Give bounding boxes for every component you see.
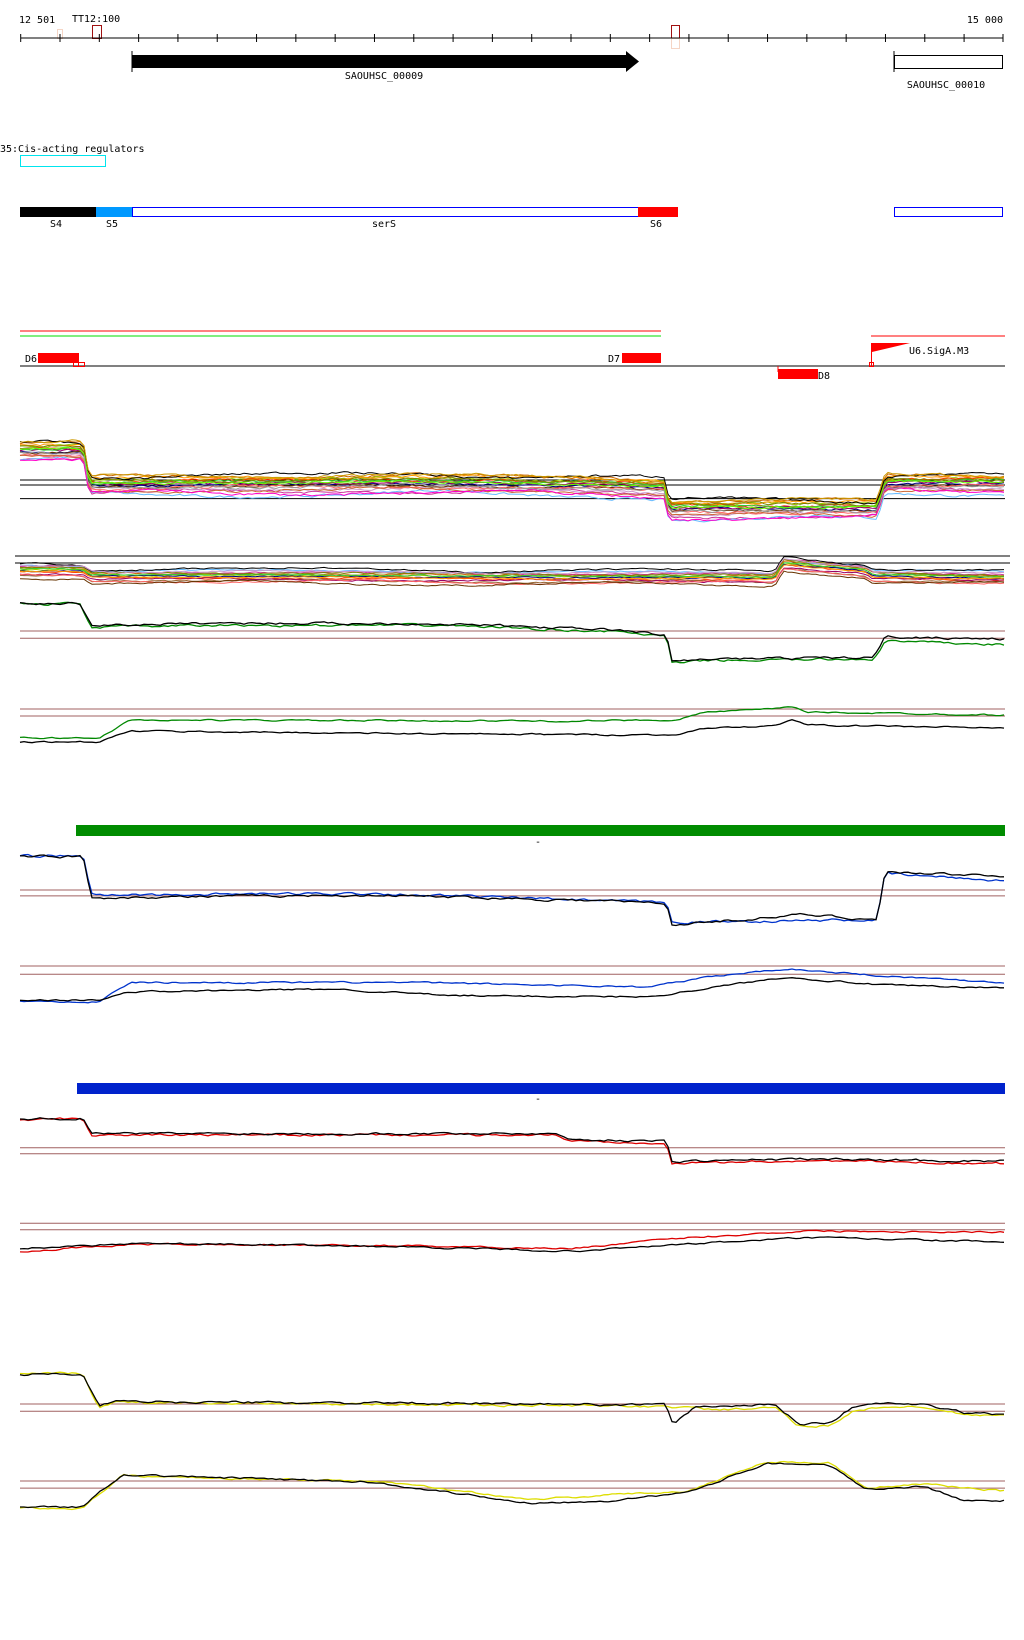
condition-bar-blue[interactable]: [77, 1083, 1005, 1094]
expression-panel-H: [19, 1222, 1005, 1253]
expression-series-line[interactable]: [19, 453, 1005, 516]
gene-label: SAOUHSC_00010: [907, 80, 985, 91]
feature-label-d6: D6: [25, 354, 37, 365]
expression-series-line[interactable]: [19, 1236, 1005, 1253]
gene-arrow[interactable]: [132, 51, 639, 72]
segment-label: S6: [650, 219, 662, 230]
expression-panel-J: [19, 1460, 1005, 1511]
expression-series-line[interactable]: [19, 446, 1005, 510]
expression-series-line[interactable]: [19, 977, 1004, 1002]
expression-panel-E: [19, 853, 1005, 927]
expression-panel-C: [19, 601, 1005, 664]
terminator-marker[interactable]: [671, 25, 680, 39]
gene-SAOUHSC_00009[interactable]: SAOUHSC_00009: [131, 51, 639, 82]
condition-bar-green[interactable]: [76, 825, 1005, 836]
expression-panel-A: [19, 439, 1005, 523]
faint-marker: [671, 38, 680, 49]
expression-series-line[interactable]: [19, 564, 1005, 581]
expression-series-line[interactable]: [19, 570, 1005, 588]
segment-track: S4 S5 serS S6: [20, 207, 1003, 230]
expression-series-line[interactable]: [19, 458, 1005, 522]
promoter-flag-icon[interactable]: [872, 343, 910, 352]
terminator-label: TT12:100: [72, 14, 120, 25]
expression-series-line[interactable]: [19, 601, 1005, 662]
expression-panel-B: [15, 555, 1010, 588]
expression-series-line[interactable]: [19, 446, 1005, 509]
gene-SAOUHSC_00010[interactable]: SAOUHSC_00010: [893, 51, 1003, 91]
gene-label: SAOUHSC_00009: [345, 71, 423, 82]
feature-track: D6 D7 D8 U6.SigA.M3: [20, 330, 1005, 382]
regulators-label: 35:Cis-acting regulators: [0, 144, 145, 155]
expression-series-line[interactable]: [20, 1462, 1005, 1509]
segment-label: S4: [50, 219, 62, 230]
expression-series-line[interactable]: [19, 854, 1005, 927]
condition-marker: -: [535, 837, 541, 848]
gene-box[interactable]: [894, 55, 1003, 69]
expression-series-line[interactable]: [19, 451, 1005, 514]
site-marker: [78, 362, 85, 367]
feature-d7[interactable]: [622, 353, 661, 363]
segment-label: S5: [106, 219, 118, 230]
expression-series-line[interactable]: [19, 719, 1005, 744]
site-marker: [869, 362, 874, 367]
feature-d6[interactable]: [38, 353, 79, 363]
ruler-end-label: 15 000: [967, 15, 1003, 26]
segment-S6[interactable]: [638, 207, 678, 217]
expression-series-line[interactable]: [19, 1229, 1005, 1253]
feature-d8[interactable]: [778, 369, 818, 379]
regulator-box[interactable]: [20, 155, 106, 167]
expression-panel-I: [19, 1371, 1005, 1428]
expression-panels: [15, 439, 1010, 1511]
expression-panel-G: [19, 1117, 1005, 1165]
terminator-marker[interactable]: [92, 25, 102, 39]
feature-label-d8: D8: [818, 371, 830, 382]
expression-series-line[interactable]: [19, 1117, 1005, 1165]
coordinate-ruler: 12 501 TT12:100 15 000: [19, 14, 1004, 49]
expression-series-line[interactable]: [19, 968, 1005, 1004]
expression-series-line[interactable]: [19, 562, 1005, 578]
expression-series-line[interactable]: [19, 706, 1005, 740]
expression-series-line[interactable]: [19, 601, 1005, 664]
expression-series-line[interactable]: [19, 1460, 1005, 1511]
promoter-label: U6.SigA.M3: [909, 346, 969, 357]
segment-S4[interactable]: [20, 207, 96, 217]
expression-series-line[interactable]: [19, 556, 1005, 574]
expression-series-line[interactable]: [19, 439, 1005, 504]
expression-series-line[interactable]: [19, 1372, 1004, 1426]
expression-series-line[interactable]: [19, 1371, 1004, 1428]
expression-series-line[interactable]: [20, 444, 1005, 507]
segment-serS[interactable]: [132, 207, 639, 217]
expression-series-line[interactable]: [19, 456, 1005, 523]
expression-series-line[interactable]: [19, 558, 1005, 575]
expression-series-line[interactable]: [19, 443, 1005, 506]
segment-S5[interactable]: [96, 207, 132, 217]
expression-series-line[interactable]: [19, 1117, 1005, 1164]
expression-panel-F: [19, 965, 1005, 1004]
expression-series-line[interactable]: [19, 567, 1005, 584]
expression-panel-D: [19, 706, 1005, 744]
ruler-start-label: 12 501: [19, 15, 55, 26]
expression-series-line[interactable]: [19, 853, 1005, 925]
condition-marker: -: [535, 1094, 541, 1105]
segment-unnamed[interactable]: [894, 207, 1003, 217]
ruler-ticks: [20, 34, 1004, 42]
feature-label-d7: D7: [608, 354, 620, 365]
expression-series-line[interactable]: [19, 450, 1005, 512]
segment-label: serS: [372, 219, 396, 230]
